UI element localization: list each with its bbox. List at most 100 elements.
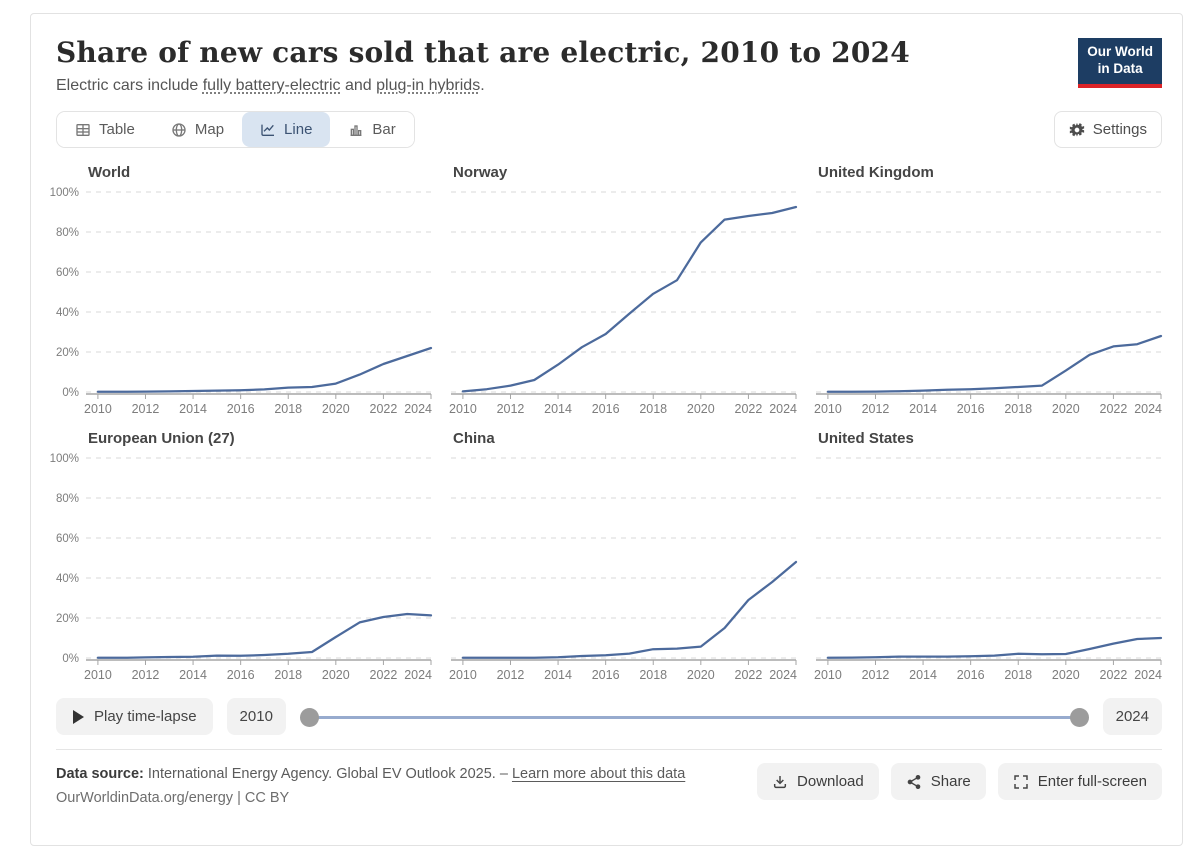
svg-text:2012: 2012 xyxy=(132,402,160,416)
battery-electric-link[interactable]: fully battery-electric xyxy=(202,77,341,94)
play-timelapse-label: Play time-lapse xyxy=(94,708,197,725)
tab-bar[interactable]: Bar xyxy=(330,112,414,147)
facet-panel-european-union: European Union (27) 0% 20% 40% 60% 80% 100% 20… xyxy=(50,428,433,684)
facet-chart[interactable]: 2010 2012 2014 2016 2018 2020 2022 2024 xyxy=(449,187,798,418)
tab-map[interactable]: Map xyxy=(152,112,243,147)
facet-panel-china: China 2010 2012 2014 2016 2018 2020 2022 2024 xyxy=(449,428,798,684)
svg-text:2014: 2014 xyxy=(179,402,207,416)
svg-text:2024: 2024 xyxy=(404,668,432,682)
svg-text:2016: 2016 xyxy=(227,402,255,416)
share-label: Share xyxy=(930,773,971,790)
svg-text:2020: 2020 xyxy=(322,402,350,416)
chart-card: Share of new cars sold that are electric… xyxy=(30,13,1183,846)
svg-text:2012: 2012 xyxy=(497,668,525,682)
chart-subtitle: Electric cars include fully battery-elec… xyxy=(56,77,1052,95)
svg-text:2020: 2020 xyxy=(687,402,715,416)
facet-panel-united-states: United States 2010 2012 2014 2016 2018 2020 20… xyxy=(814,428,1163,684)
plug-in-hybrids-link[interactable]: plug-in hybrids xyxy=(376,77,481,94)
facet-chart[interactable]: 2010 2012 2014 2016 2018 2020 2022 2024 xyxy=(814,187,1163,418)
facet-chart[interactable]: 2010 2012 2014 2016 2018 2020 2022 2024 xyxy=(814,453,1163,684)
svg-text:2018: 2018 xyxy=(639,402,667,416)
download-label: Download xyxy=(797,773,864,790)
svg-text:80%: 80% xyxy=(56,493,79,505)
share-button[interactable]: Share xyxy=(890,763,986,800)
subtitle-text: and xyxy=(340,77,377,94)
facet-chart[interactable]: 0% 20% 40% 60% 80% 100% 2010 2012 2014 2016 2018 20… xyxy=(50,453,433,684)
tab-bar-label: Bar xyxy=(372,121,396,138)
settings-button[interactable]: Settings xyxy=(1053,111,1162,148)
svg-text:2014: 2014 xyxy=(909,402,937,416)
tab-line[interactable]: Line xyxy=(242,112,331,147)
timeline-end-year[interactable]: 2024 xyxy=(1102,698,1162,735)
line-chart-icon xyxy=(261,124,275,136)
bar-chart-icon xyxy=(351,124,362,136)
facet-grid: World 0% 20% 40% 60% 80% 100% 2010 2012 2014 2016… xyxy=(50,162,1163,684)
table-icon xyxy=(76,123,90,136)
facet-panel-world: World 0% 20% 40% 60% 80% 100% 2010 2012 2014 2016… xyxy=(50,162,433,418)
fullscreen-button[interactable]: Enter full-screen xyxy=(997,763,1162,800)
svg-text:2016: 2016 xyxy=(957,402,985,416)
facet-chart[interactable]: 2010 2012 2014 2016 2018 2020 2022 2024 xyxy=(449,453,798,684)
svg-text:2012: 2012 xyxy=(862,402,890,416)
credit-line: OurWorldinData.org/energy | CC BY xyxy=(56,789,290,806)
svg-text:2022: 2022 xyxy=(735,402,763,416)
view-tabs: Table Map Line Bar xyxy=(56,111,415,148)
datasource-label: Data source: xyxy=(56,766,144,782)
timeline-slider[interactable] xyxy=(299,707,1089,727)
tab-table[interactable]: Table xyxy=(57,112,153,147)
page-title: Share of new cars sold that are electric… xyxy=(56,36,910,69)
facet-title: United Kingdom xyxy=(818,164,934,181)
svg-text:2024: 2024 xyxy=(1134,668,1162,682)
svg-text:2010: 2010 xyxy=(84,402,112,416)
svg-text:2018: 2018 xyxy=(274,402,302,416)
play-timelapse-button[interactable]: Play time-lapse xyxy=(56,698,213,735)
svg-text:40%: 40% xyxy=(56,307,79,319)
svg-text:2016: 2016 xyxy=(592,402,620,416)
svg-text:2022: 2022 xyxy=(370,668,398,682)
svg-text:2012: 2012 xyxy=(132,668,160,682)
owid-logo-line2: in Data xyxy=(1097,60,1143,76)
svg-text:2024: 2024 xyxy=(769,402,797,416)
svg-text:2014: 2014 xyxy=(544,402,572,416)
owid-logo-line1: Our World xyxy=(1087,44,1153,59)
tab-line-label: Line xyxy=(284,121,313,138)
svg-text:2018: 2018 xyxy=(1004,668,1032,682)
fullscreen-label: Enter full-screen xyxy=(1037,773,1147,790)
svg-text:2010: 2010 xyxy=(449,402,477,416)
svg-text:2020: 2020 xyxy=(1052,402,1080,416)
svg-text:2022: 2022 xyxy=(1100,402,1128,416)
timeline-track[interactable] xyxy=(307,715,1081,719)
globe-icon xyxy=(172,122,186,137)
svg-text:2010: 2010 xyxy=(814,402,842,416)
download-icon xyxy=(773,775,787,788)
svg-text:2014: 2014 xyxy=(544,668,572,682)
toolbar: Table Map Line Bar Settings xyxy=(56,111,1162,148)
svg-text:2022: 2022 xyxy=(1100,668,1128,682)
facet-chart[interactable]: 0% 20% 40% 60% 80% 100% 2010 2012 2014 2016 2018 20… xyxy=(50,187,433,418)
timeline-start-year[interactable]: 2010 xyxy=(226,698,286,735)
facet-row-2: European Union (27) 0% 20% 40% 60% 80% 100% 20… xyxy=(50,428,1163,684)
tab-table-label: Table xyxy=(99,121,135,138)
svg-text:2024: 2024 xyxy=(404,402,432,416)
facet-title: United States xyxy=(818,430,914,447)
timeline-end-handle[interactable] xyxy=(1069,707,1089,727)
svg-text:2010: 2010 xyxy=(814,668,842,682)
datasource-line: Data source: International Energy Agency… xyxy=(56,763,685,787)
svg-text:100%: 100% xyxy=(50,453,79,465)
subtitle-text: . xyxy=(480,77,485,94)
svg-text:2016: 2016 xyxy=(227,668,255,682)
settings-label: Settings xyxy=(1092,121,1147,138)
svg-text:2024: 2024 xyxy=(769,668,797,682)
timeline-start-handle[interactable] xyxy=(299,707,319,727)
facet-title: China xyxy=(453,430,495,447)
play-icon xyxy=(73,709,84,724)
svg-text:40%: 40% xyxy=(56,573,79,585)
fullscreen-icon xyxy=(1014,774,1028,789)
facet-row-1: World 0% 20% 40% 60% 80% 100% 2010 2012 2014 2016… xyxy=(50,162,1163,418)
svg-text:80%: 80% xyxy=(56,227,79,239)
owid-logo[interactable]: Our World in Data xyxy=(1078,38,1162,88)
learn-more-link[interactable]: Learn more about this data xyxy=(511,766,686,782)
svg-text:2018: 2018 xyxy=(1004,402,1032,416)
download-button[interactable]: Download xyxy=(757,763,879,800)
svg-text:2020: 2020 xyxy=(322,668,350,682)
